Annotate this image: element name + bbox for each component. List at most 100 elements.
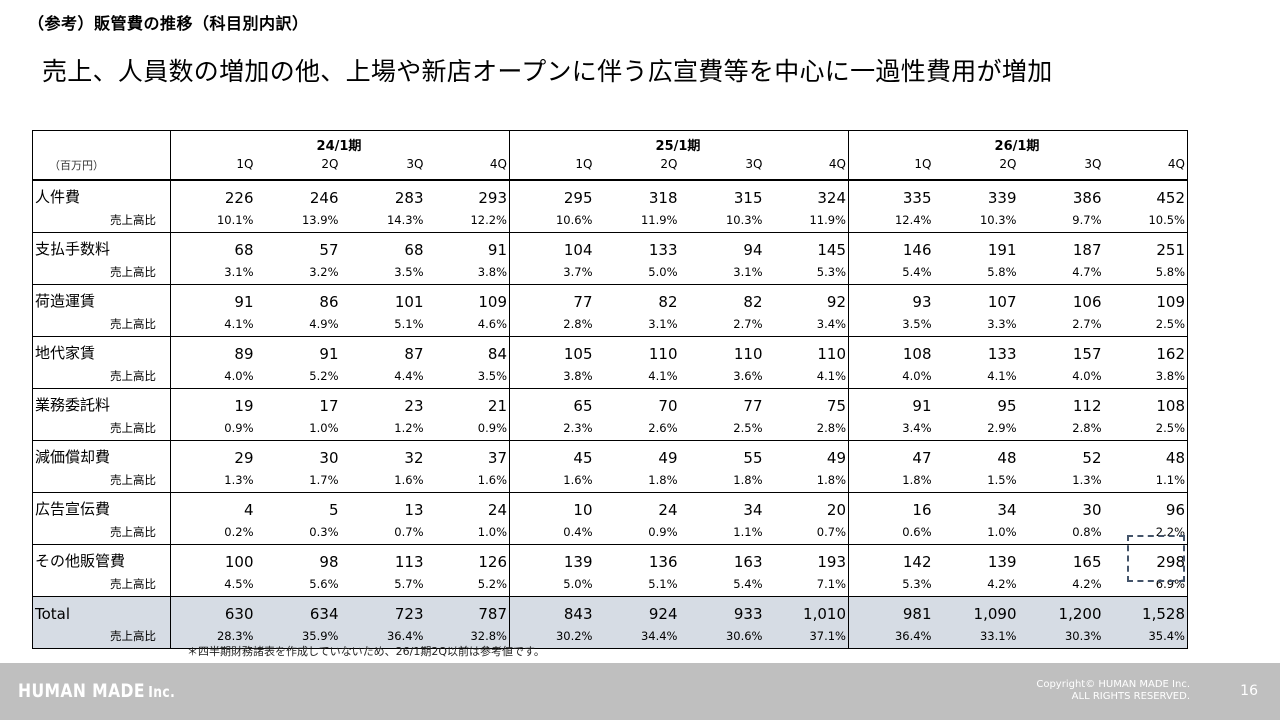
value-cell: 843 xyxy=(509,596,595,624)
value-cell: 251 xyxy=(1156,241,1185,259)
value-cell: 146 xyxy=(848,232,934,260)
logo-text: HUMAN MADE xyxy=(18,680,145,702)
value-cell: 100 xyxy=(170,544,256,572)
value-cell: 1,528 xyxy=(1103,596,1188,624)
value-cell: 87 xyxy=(404,345,424,363)
row-label: 広告宣伝費 xyxy=(35,500,111,518)
ratio-cell: 30.2% xyxy=(509,624,595,649)
value-cell: 335 xyxy=(848,180,934,208)
ratio-cell: 4.4% xyxy=(340,364,426,389)
quarter-header: 4Q xyxy=(1167,157,1185,171)
ratio-cell: 1.8% xyxy=(848,468,934,493)
value-cell: 109 xyxy=(478,293,507,311)
value-cell: 32 xyxy=(404,449,424,467)
row-label: Total xyxy=(32,596,171,624)
value-cell: 339 xyxy=(987,189,1017,207)
ratio-cell: 12.4% xyxy=(848,208,934,233)
ratio-cell: 3.1% xyxy=(679,260,765,285)
ratio-cell: 11.9% xyxy=(594,208,680,233)
ratio-cell: 4.9% xyxy=(255,312,341,337)
ratio-cell: 3.3% xyxy=(933,312,1019,337)
ratio-cell: 0.9% xyxy=(425,416,510,441)
ratio-cell: 3.1% xyxy=(170,260,256,285)
ratio-row: 売上高比 3.1% 3.2% 3.5% 3.8% 3.7% 5.0% 3.1% 5.3% 5.4%… xyxy=(32,260,1188,285)
value-cell: 30 xyxy=(319,449,339,467)
row-label: その他販管費 xyxy=(35,552,126,570)
quarter-header: 1Q xyxy=(509,157,595,180)
ratio-row: 売上高比 10.1% 13.9% 14.3% 12.2% 10.6% 11.9% 10.3% 1… xyxy=(32,208,1188,233)
corner-cell xyxy=(33,131,171,158)
ratio-cell: 1.2% xyxy=(340,416,426,441)
ratio-row: 売上高比 28.3% 35.9% 36.4% 32.8% 30.2% 34.4% 30.6% 3… xyxy=(32,624,1188,649)
ratio-cell: 36.4% xyxy=(340,624,426,649)
ratio-cell: 5.2% xyxy=(425,572,510,597)
ratio-cell: 2.5% xyxy=(1103,416,1188,441)
value-cell: 34 xyxy=(743,501,763,519)
value-cell: 34 xyxy=(997,501,1017,519)
value-cell: 23 xyxy=(404,397,424,415)
ratio-cell: 3.7% xyxy=(509,260,595,285)
ratio-cell: 2.7% xyxy=(679,312,765,337)
value-cell: 723 xyxy=(340,596,426,624)
ratio-cell: 3.6% xyxy=(679,364,765,389)
value-cell: 315 xyxy=(733,189,763,207)
value-cell: 93 xyxy=(848,284,934,312)
ratio-cell: 1.8% xyxy=(764,468,849,493)
ratio-cell: 1.1% xyxy=(1103,468,1188,493)
value-cell: 386 xyxy=(1072,189,1102,207)
ratio-cell: 0.7% xyxy=(340,520,426,545)
ratio-cell: 4.1% xyxy=(764,364,849,389)
value-cell: 157 xyxy=(1072,345,1102,363)
value-cell: 68 xyxy=(170,232,256,260)
value-cell: 13 xyxy=(404,501,424,519)
value-cell: 20 xyxy=(826,501,846,519)
period-header: 26/1期 xyxy=(848,130,1188,157)
value-cell: 84 xyxy=(487,345,507,363)
value-cell: 110 xyxy=(733,345,763,363)
quarter-header-row: （百万円） 1Q 2Q 3Q 4Q 1Q 2Q 3Q 4Q 1Q 2Q 3Q 4Q xyxy=(32,157,1188,180)
ratio-cell: 5.4% xyxy=(679,572,765,597)
ratio-cell: 2.9% xyxy=(933,416,1019,441)
value-cell: 82 xyxy=(658,293,678,311)
value-cell: 165 xyxy=(1072,553,1102,571)
value-cell: 126 xyxy=(478,553,507,571)
value-cell: 106 xyxy=(1072,293,1102,311)
ratio-row: 売上高比 4.5% 5.6% 5.7% 5.2% 5.0% 5.1% 5.4% 7.1% 5.3%… xyxy=(32,572,1188,597)
ratio-row: 売上高比 0.9% 1.0% 1.2% 0.9% 2.3% 2.6% 2.5% 2.8% 3.4%… xyxy=(32,416,1188,441)
quarter-header: 3Q xyxy=(1084,157,1102,171)
ratio-label: 売上高比 xyxy=(32,260,171,285)
highlight-box xyxy=(1127,535,1185,582)
ratio-cell: 3.4% xyxy=(764,312,849,337)
quarter-header: 4Q xyxy=(489,157,507,171)
ratio-row: 売上高比 1.3% 1.7% 1.6% 1.6% 1.6% 1.8% 1.8% 1.8% 1.8%… xyxy=(32,468,1188,493)
value-cell: 1,010 xyxy=(764,596,849,624)
ratio-cell: 10.3% xyxy=(679,208,765,233)
value-cell: 139 xyxy=(987,553,1017,571)
row-label: 業務委託料 xyxy=(35,396,111,414)
value-cell: 10 xyxy=(509,492,595,520)
value-cell: 136 xyxy=(648,553,678,571)
ratio-cell: 5.1% xyxy=(340,312,426,337)
value-cell: 113 xyxy=(394,553,424,571)
ratio-cell: 4.0% xyxy=(1018,364,1104,389)
ratio-cell: 10.1% xyxy=(170,208,256,233)
ratio-cell: 12.2% xyxy=(425,208,510,233)
value-cell: 630 xyxy=(170,596,256,624)
ratio-label: 売上高比 xyxy=(32,572,171,597)
ratio-cell: 4.6% xyxy=(425,312,510,337)
ratio-cell: 4.2% xyxy=(1018,572,1104,597)
ratio-cell: 0.3% xyxy=(255,520,341,545)
ratio-cell: 4.1% xyxy=(933,364,1019,389)
value-cell: 37 xyxy=(487,449,507,467)
value-cell: 452 xyxy=(1156,189,1185,207)
ratio-cell: 2.8% xyxy=(509,312,595,337)
value-cell: 162 xyxy=(1156,345,1185,363)
value-cell: 70 xyxy=(658,397,678,415)
ratio-cell: 1.6% xyxy=(340,468,426,493)
ratio-cell: 4.0% xyxy=(848,364,934,389)
ratio-cell: 2.6% xyxy=(594,416,680,441)
ratio-cell: 1.3% xyxy=(1018,468,1104,493)
value-cell: 145 xyxy=(817,241,846,259)
value-cell: 163 xyxy=(733,553,763,571)
value-cell: 142 xyxy=(848,544,934,572)
